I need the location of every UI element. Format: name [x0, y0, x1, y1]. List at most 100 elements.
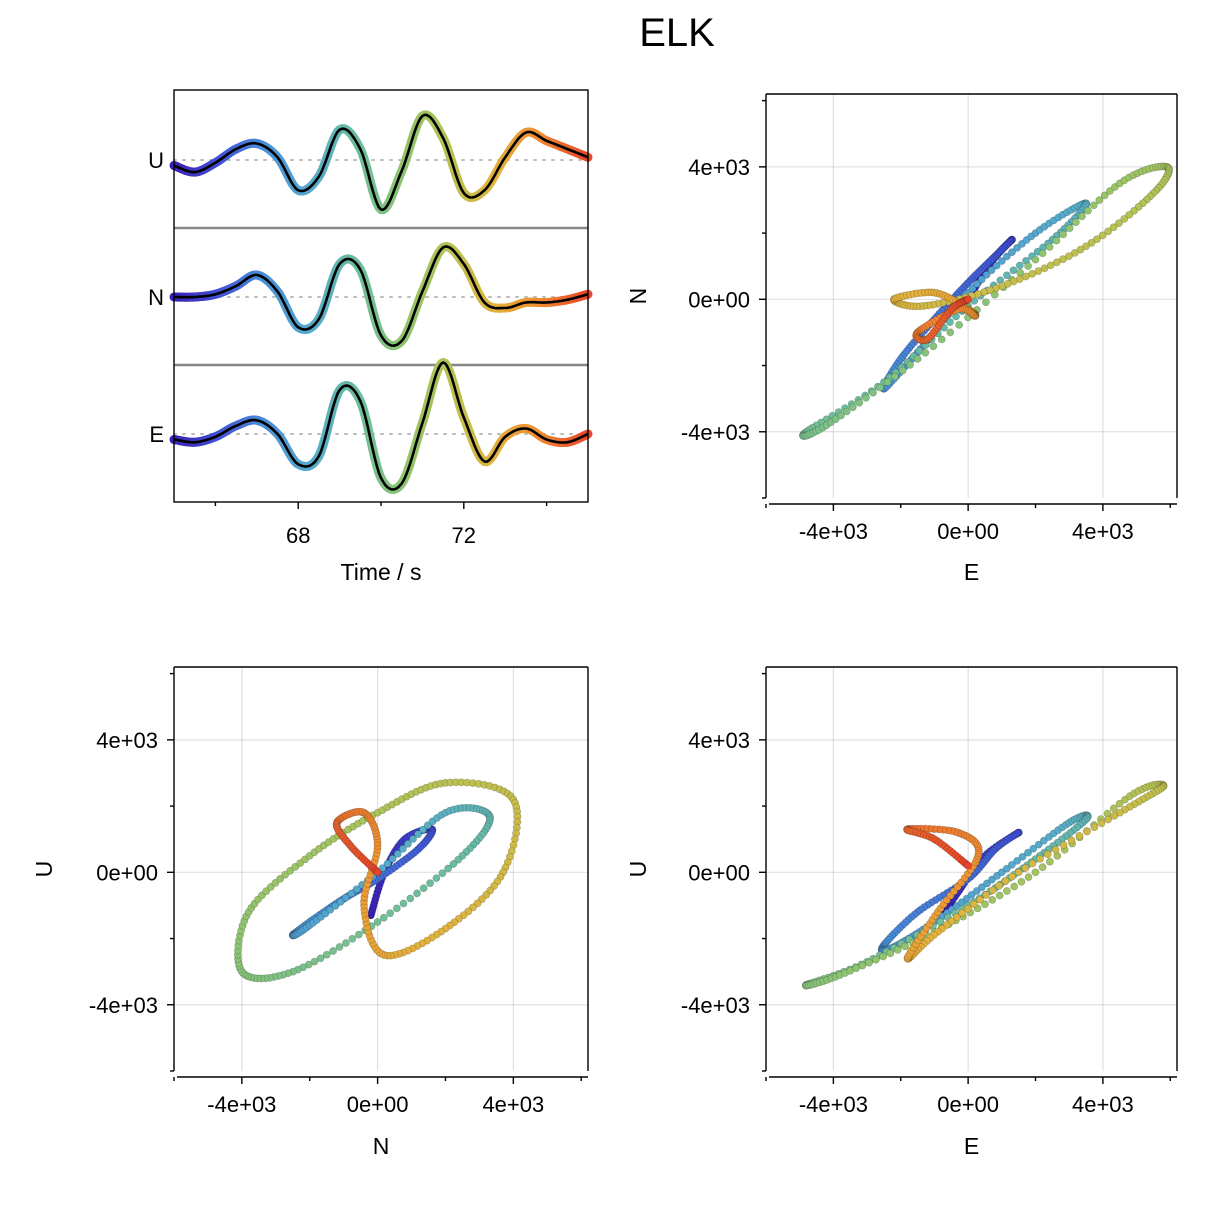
particle-point: [1038, 249, 1047, 258]
particle-point: [906, 360, 914, 369]
particle-point: [1084, 206, 1092, 215]
particle-point: [413, 889, 421, 898]
particle-point: [341, 893, 350, 902]
particle-point: [331, 902, 340, 910]
particle-point: [946, 328, 955, 337]
particle-point: [1036, 855, 1044, 863]
particle-point: [393, 850, 402, 858]
particle-motion-markers: [233, 778, 522, 983]
particle-point: [947, 917, 956, 926]
particle-point: [952, 913, 961, 922]
particle-point: [348, 934, 357, 943]
particle-point: [1082, 242, 1090, 251]
particle-point: [329, 947, 337, 955]
particle-point: [1059, 841, 1068, 849]
particle-point: [444, 864, 452, 873]
particle-point: [1043, 850, 1052, 859]
particle-point: [1034, 267, 1043, 275]
particle-point: [1015, 261, 1024, 270]
particle-point: [921, 348, 930, 357]
x-axis-label: Time / s: [341, 559, 422, 585]
particle-point: [964, 904, 972, 913]
particle-point: [858, 961, 867, 970]
trace-e-line: [173, 361, 589, 491]
particle-point: [842, 407, 851, 416]
y-tick-label: 4e+03: [688, 728, 750, 753]
particle-point: [969, 900, 978, 909]
particle-point: [403, 840, 412, 848]
particle-point: [997, 257, 1006, 265]
particle-point: [855, 398, 864, 407]
particle-motion-E-N-panel: -4e+03 -4e+03 0e+00 0e+00 4e+03 4e+03 E N: [625, 93, 1178, 585]
particle-point: [1052, 236, 1061, 245]
particle-point: [1003, 252, 1011, 261]
particle-point: [1090, 823, 1099, 832]
particle-point: [386, 909, 395, 918]
particle-point: [1115, 219, 1123, 228]
particle-point: [383, 859, 392, 868]
particle-point: [997, 868, 1006, 877]
particle-point: [1109, 223, 1118, 232]
particle-point: [1106, 187, 1114, 195]
x-tick-label: 4e+03: [1072, 1092, 1134, 1117]
particle-point: [1109, 804, 1118, 813]
particle-point: [1024, 848, 1032, 857]
particle-point: [426, 879, 434, 888]
particle-point: [992, 261, 1001, 270]
particle-point: [967, 890, 976, 899]
x-tick-label: 68: [286, 523, 310, 548]
particle-point: [1002, 864, 1011, 873]
particle-point: [901, 942, 910, 951]
particle-point: [988, 886, 997, 895]
particle-point: [1083, 827, 1091, 836]
particle-point: [271, 879, 280, 887]
particle-point: [1040, 264, 1049, 273]
particle-point: [1014, 868, 1023, 877]
particle-point: [1034, 840, 1043, 849]
particle-point: [1031, 255, 1040, 264]
particle-point: [976, 895, 984, 904]
particle-motion-N-U-panel: -4e+03 -4e+03 0e+00 0e+00 4e+03 4e+03 N U: [31, 666, 589, 1159]
particle-point: [322, 950, 331, 959]
particle-point: [373, 868, 382, 877]
particle-point: [1010, 882, 1019, 891]
particle-point: [414, 830, 422, 839]
particle-point: [398, 845, 407, 853]
particle-point: [1125, 210, 1134, 219]
particle-point: [399, 899, 408, 908]
particle-point: [1038, 863, 1047, 872]
x-tick-label: 0e+00: [937, 519, 999, 544]
particle-point: [291, 863, 300, 871]
particle-point: [1008, 248, 1016, 257]
particle-point: [972, 887, 981, 895]
particle-point: [1104, 815, 1112, 824]
particle-point: [432, 874, 441, 882]
particle-point: [1045, 243, 1054, 251]
particle-point: [373, 918, 382, 926]
particle-point: [893, 946, 902, 954]
y-tick-label: -4e+03: [681, 420, 750, 445]
particle-point: [995, 891, 1004, 900]
x-axis-label: E: [964, 559, 979, 585]
particle-point: [1028, 859, 1037, 868]
particle-point: [886, 949, 895, 958]
particle-point: [898, 366, 907, 375]
y-tick-label: -4e+03: [681, 993, 750, 1018]
particle-point: [1046, 857, 1054, 866]
particle-point: [392, 904, 401, 913]
y-tick-label: -4e+03: [89, 993, 158, 1018]
particle-point: [1008, 872, 1016, 881]
particle-motion-markers: [799, 162, 1173, 440]
y-axis-label: U: [31, 861, 57, 878]
y-tick-label: 0e+00: [96, 860, 158, 885]
particle-point: [1067, 836, 1076, 845]
particle-point: [1100, 191, 1109, 200]
particle-point: [988, 896, 997, 904]
particle-point: [1104, 227, 1112, 236]
particle-point: [1075, 832, 1084, 840]
y-tick-label: 4e+03: [96, 728, 158, 753]
particle-point: [879, 952, 887, 961]
particle-point: [326, 905, 335, 914]
particle-point: [1089, 201, 1098, 210]
particle-point: [1009, 266, 1018, 275]
